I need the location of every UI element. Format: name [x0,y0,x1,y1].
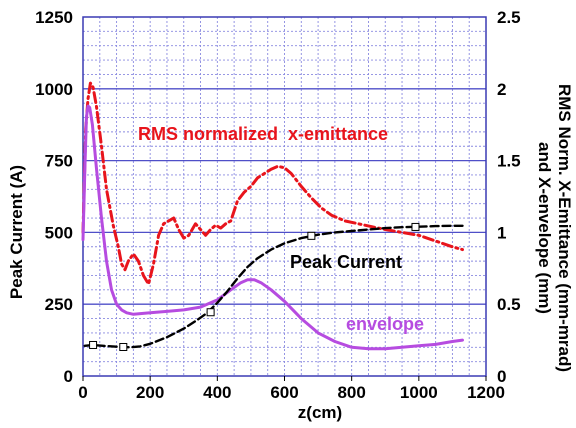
y-right-axis-label-line2: and X-envelope (mm) [535,142,554,314]
series-layer [81,81,464,351]
x-axis-label: z(cm) [298,403,342,422]
peak-current-annotation: Peak Current [290,252,402,272]
current-marker [89,340,98,349]
marker-layer [89,222,420,351]
current-marker [307,231,316,240]
y-left-tick-label: 250 [45,295,73,314]
current-marker [206,308,215,317]
y-right-tick-label: 0 [497,367,506,386]
x-tick-label: 200 [136,383,164,402]
y-right-tick-label: 1.5 [497,152,521,171]
current-series-line [83,224,464,349]
x-tick-label: 800 [337,383,365,402]
y-right-tick-label: 2 [497,80,506,99]
emittance-annotation: RMS normalized x-emittance [138,124,388,144]
x-tick-label: 1000 [400,383,438,402]
y-right-tick-label: 1 [497,223,506,242]
y-left-tick-label: 0 [64,367,73,386]
envelope-annotation: envelope [346,314,424,334]
y-left-tick-label: 750 [45,152,73,171]
ticks: 0 200 400 600 800 1000 12000250500750100012500… [35,8,520,402]
x-tick-label: 1200 [467,383,505,402]
emittance-series-line [81,81,464,286]
y-right-tick-label: 0.5 [497,295,521,314]
y-right-axis-label-line1: RMS Norm. X-Emittance (mm-mrad) [555,84,574,372]
x-tick-label: 400 [203,383,231,402]
y-left-tick-label: 500 [45,223,73,242]
current-marker [119,342,128,351]
current-marker [411,222,420,231]
grid [83,17,486,376]
y-left-axis-label: Peak Current (A) [7,165,26,299]
y-left-tick-label: 1000 [35,80,73,99]
y-left-tick-label: 1250 [35,8,73,27]
y-right-tick-label: 2.5 [497,8,521,27]
envelope-series-line [81,104,464,351]
x-tick-label: 0 [78,383,87,402]
x-tick-label: 600 [270,383,298,402]
